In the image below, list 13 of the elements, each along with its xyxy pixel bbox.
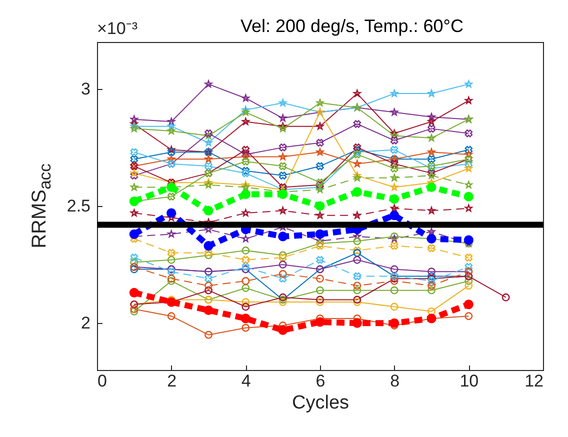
y-tick-label: 2 — [81, 314, 90, 333]
x-tick-label: 0 — [98, 372, 107, 390]
x-axis-title: Cycles — [292, 392, 350, 414]
chart-title: Vel: 200 deg/s, Temp.: 60°C — [240, 16, 464, 36]
x-tick-label: 10 — [460, 372, 479, 390]
x-tick-label: 12 — [524, 372, 544, 390]
x-tick-label: 4 — [241, 372, 251, 390]
x-tick-label: 8 — [390, 372, 400, 390]
y-tick-label: 2.5 — [66, 196, 90, 216]
x-tick-label: 6 — [316, 372, 326, 390]
text: ×10⁻³ — [97, 19, 138, 38]
y-tick-label: 3 — [81, 79, 90, 98]
x-tick-label: 2 — [167, 372, 177, 390]
